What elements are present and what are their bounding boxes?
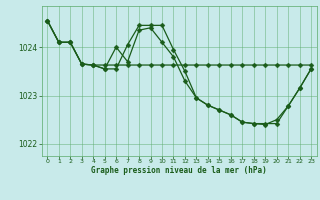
X-axis label: Graphe pression niveau de la mer (hPa): Graphe pression niveau de la mer (hPa) bbox=[91, 166, 267, 175]
